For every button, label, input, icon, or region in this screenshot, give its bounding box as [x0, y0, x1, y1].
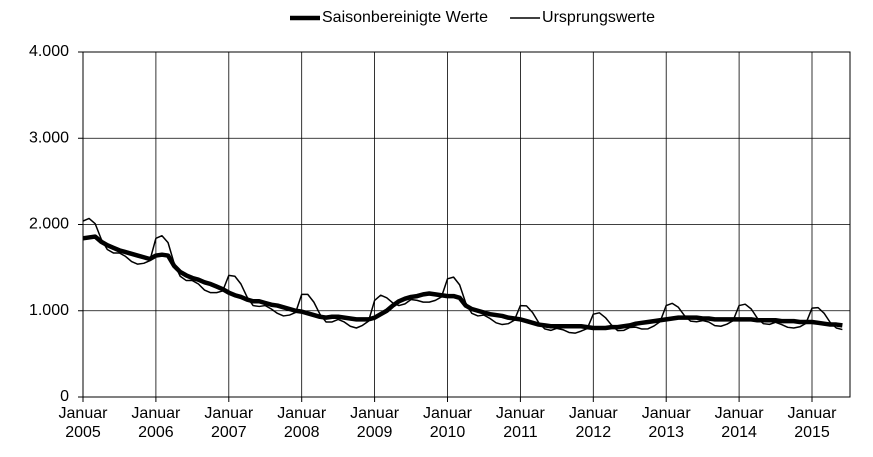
x-tick-label: Januar 2007 [204, 405, 254, 441]
y-tick-label: 4.000 [29, 43, 69, 60]
x-tick-label: Januar 2010 [423, 405, 472, 441]
x-tick-label: Januar 2015 [787, 405, 837, 441]
series-line [82, 234, 843, 331]
x-tick-label: Januar 2006 [131, 405, 181, 441]
y-tick-label: 0 [60, 388, 69, 405]
y-tick-label: 2.000 [29, 216, 69, 233]
x-tick-label: Januar 2013 [641, 405, 691, 441]
x-tick-label: Januar 2009 [350, 405, 400, 441]
series-line [82, 217, 843, 334]
x-tick-label: Januar 2011 [495, 405, 545, 441]
legend-label: Saisonbereinigte Werte [322, 9, 488, 26]
x-tick-label: Januar 2012 [568, 405, 618, 441]
x-tick-label: Januar 2014 [714, 405, 764, 441]
y-tick-label: 3.000 [29, 129, 69, 146]
y-tick-label: 1.000 [29, 302, 69, 319]
x-tick-label: Januar 2005 [58, 405, 108, 441]
legend-label: Ursprungswerte [542, 9, 655, 26]
x-tick-label: Januar 2008 [277, 405, 327, 441]
